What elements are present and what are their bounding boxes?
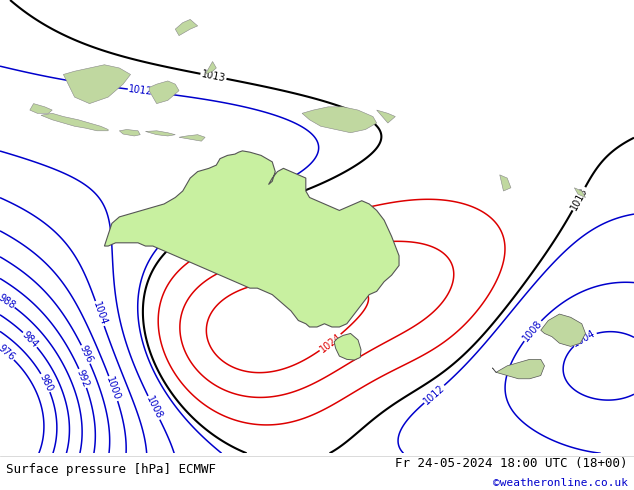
Polygon shape — [30, 103, 52, 113]
Polygon shape — [179, 135, 205, 141]
Polygon shape — [500, 175, 511, 191]
Text: Fr 24-05-2024 18:00 UTC (18+00): Fr 24-05-2024 18:00 UTC (18+00) — [395, 457, 628, 470]
Polygon shape — [175, 20, 198, 36]
Text: 988: 988 — [0, 292, 16, 311]
Text: 1013: 1013 — [569, 186, 589, 212]
Polygon shape — [574, 188, 586, 197]
Polygon shape — [377, 110, 396, 123]
Text: 1000: 1000 — [105, 375, 122, 402]
Text: 1013: 1013 — [200, 69, 226, 84]
Text: 1016: 1016 — [271, 220, 297, 235]
Polygon shape — [541, 314, 586, 346]
Polygon shape — [145, 131, 175, 136]
Polygon shape — [119, 129, 140, 136]
Polygon shape — [63, 65, 131, 103]
Text: 1004: 1004 — [571, 328, 598, 349]
Text: 1004: 1004 — [91, 300, 108, 327]
Text: 996: 996 — [77, 344, 94, 365]
Text: 1008: 1008 — [144, 394, 164, 421]
Text: 1012: 1012 — [128, 84, 154, 97]
Polygon shape — [205, 62, 216, 74]
Polygon shape — [41, 113, 108, 131]
Text: 992: 992 — [75, 368, 91, 389]
Polygon shape — [492, 359, 545, 379]
Text: 984: 984 — [20, 330, 40, 350]
Polygon shape — [149, 81, 179, 103]
Text: 976: 976 — [0, 343, 16, 363]
Text: 1020: 1020 — [325, 241, 351, 253]
Text: 1008: 1008 — [521, 318, 544, 343]
Text: Surface pressure [hPa] ECMWF: Surface pressure [hPa] ECMWF — [6, 463, 216, 476]
Text: 980: 980 — [37, 372, 55, 393]
Text: ©weatheronline.co.uk: ©weatheronline.co.uk — [493, 478, 628, 489]
Text: 1024: 1024 — [318, 331, 343, 354]
Text: 1012: 1012 — [422, 382, 447, 406]
Polygon shape — [334, 334, 361, 360]
Polygon shape — [302, 107, 377, 133]
Polygon shape — [105, 151, 399, 327]
